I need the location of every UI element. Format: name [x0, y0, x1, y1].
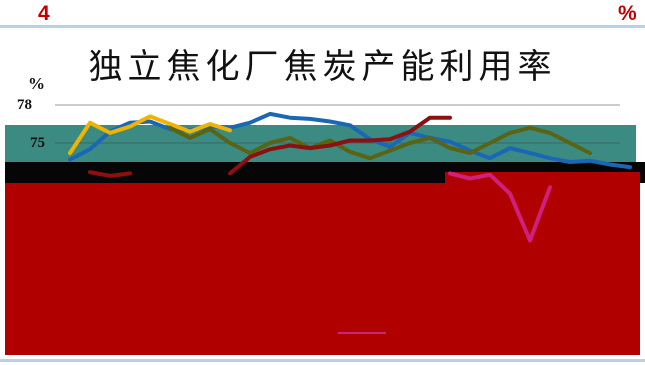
- header-divider: [0, 25, 645, 28]
- red-block-right: [445, 172, 640, 183]
- series-lines: [68, 111, 632, 178]
- footer-divider: [0, 359, 645, 362]
- series-line-2: [68, 114, 232, 156]
- y-axis-unit-label: %: [28, 74, 45, 93]
- red-block: [5, 183, 640, 355]
- corner-percent-mark: %: [618, 2, 637, 25]
- series-line-5: [448, 171, 552, 243]
- chart-title: 独立焦化厂焦炭产能利用率: [88, 47, 557, 87]
- y-tick-label-75: 75: [30, 135, 45, 151]
- series-line-3: [168, 125, 592, 161]
- series-line-1: [68, 111, 632, 170]
- series-line-4: [88, 115, 452, 178]
- slide-number: 4: [38, 2, 50, 25]
- series-lines-top: [448, 171, 552, 243]
- y-tick-label-78: 78: [17, 97, 32, 113]
